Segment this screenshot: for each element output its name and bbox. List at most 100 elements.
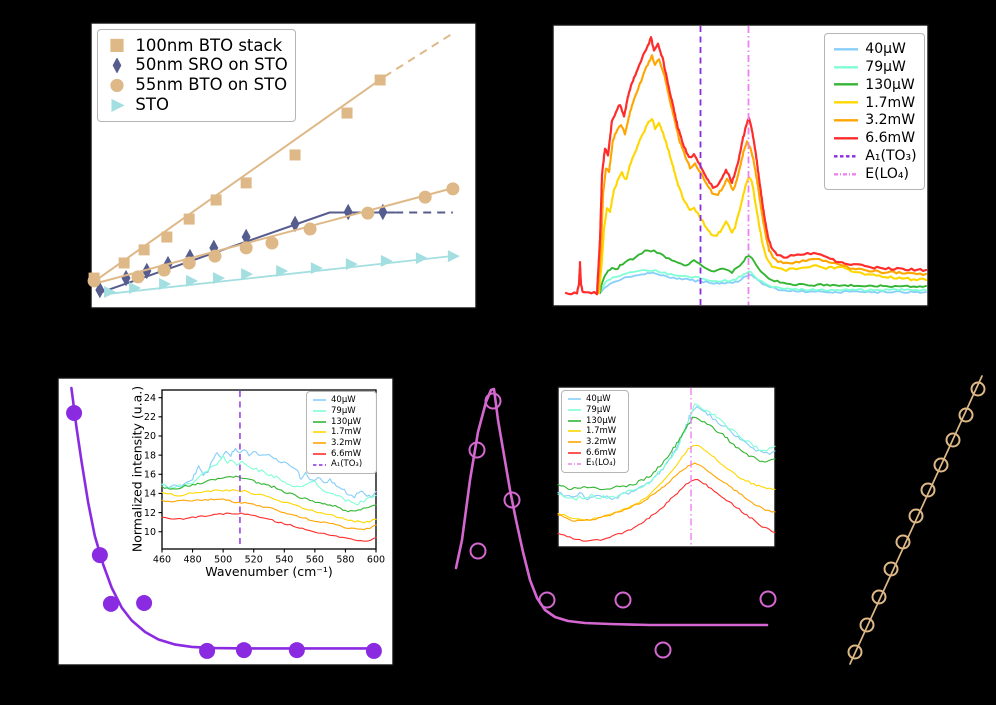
legend-entry: 79µW xyxy=(833,60,916,74)
inset-c-ylabel: Normalized intensity (u.a.) xyxy=(129,385,145,553)
legend-label: E₁(LO₄) xyxy=(586,458,616,469)
series-79-w xyxy=(599,269,927,294)
line-sample-icon xyxy=(313,420,326,423)
legend-entry: 40µW xyxy=(833,42,916,56)
series-sto xyxy=(104,250,460,299)
legend-entry: 3.2mW xyxy=(312,438,371,448)
series-3-2mw xyxy=(557,462,776,522)
series-55nm-bto-on-sto xyxy=(87,182,460,288)
panel-c-inset-axes: 460 480 500 520 540 560 580 600 10 12 14 16 18 20 22 24 xyxy=(144,393,385,566)
legend-entry: 6.6mW xyxy=(567,448,623,458)
legend-label: 79µW xyxy=(331,405,356,416)
legend-entry: 40µW xyxy=(312,395,371,405)
series-79-w xyxy=(161,454,377,506)
line-sample-icon xyxy=(313,463,326,466)
legend-entry: E(LO₄) xyxy=(833,167,916,181)
legend-label: 40µW xyxy=(586,394,611,405)
svg-text:540: 540 xyxy=(275,555,293,566)
series-1-7mw xyxy=(161,489,377,524)
svg-text:24: 24 xyxy=(144,393,156,404)
line-sample-icon xyxy=(568,462,581,465)
series-peak-fit xyxy=(454,387,769,627)
legend-entry: 130µW xyxy=(833,78,916,92)
legend-label: 3.2mW xyxy=(586,436,617,447)
inset-c-xlabel: Wavenumber (cm⁻¹) xyxy=(205,564,333,579)
svg-text:480: 480 xyxy=(184,555,202,566)
legend-label: STO xyxy=(135,94,169,114)
legend-entry: 50nm SRO on STO xyxy=(106,55,288,75)
series-data-points xyxy=(847,381,986,660)
legend-label: 130µW xyxy=(586,415,617,426)
series-6-6mw xyxy=(564,36,928,296)
legend-entry: 3.2mW xyxy=(567,437,623,447)
line-sample-icon xyxy=(568,409,581,411)
line-sample-icon xyxy=(313,399,326,402)
legend-label: A₁(TO₃) xyxy=(331,459,363,470)
legend-c-inset: 40µW 79µW 130µW 1.7mW 3.2mW 6.6mW A₁(TO₃) xyxy=(306,391,377,474)
line-sample-icon xyxy=(834,137,858,140)
legend-label: 3.2mW xyxy=(865,112,916,129)
svg-text:560: 560 xyxy=(306,555,324,566)
series-trend-line xyxy=(849,375,983,665)
series-data-points xyxy=(66,405,382,659)
series-3-2mw xyxy=(596,54,928,295)
svg-text:20: 20 xyxy=(144,431,156,442)
legend-entry: 1.7mW xyxy=(833,96,916,110)
legend-label: 1.7mW xyxy=(331,427,362,438)
series-40-w xyxy=(557,405,776,501)
circle-marker-icon xyxy=(110,78,124,92)
legend-entry: 79µW xyxy=(567,405,623,415)
series-decay-fit xyxy=(70,386,380,650)
line-sample-icon xyxy=(834,65,858,69)
panel-d xyxy=(454,387,777,659)
legend-d-inset: 40µW 79µW 130µW 1.7mW 3.2mW 6.6mW E₁(LO₄) xyxy=(561,390,629,473)
legend-entry: 6.6mW xyxy=(312,449,371,459)
line-sample-icon xyxy=(313,431,326,434)
legend-entry: 100nm BTO stack xyxy=(106,37,287,55)
legend-entry: 79µW xyxy=(312,406,371,416)
series-130-w xyxy=(599,249,927,294)
legend-label: 1.7mW xyxy=(865,94,916,111)
legend-label: 79µW xyxy=(865,58,906,75)
legend-label: 6.6mW xyxy=(865,130,916,147)
line-sample-icon xyxy=(313,453,326,455)
legend-label: 1.7mW xyxy=(586,426,617,437)
line-sample-icon xyxy=(568,441,581,443)
line-sample-icon xyxy=(568,452,581,454)
legend-entry: STO xyxy=(106,94,287,114)
series-130-w xyxy=(557,416,776,491)
legend-b: 40µW 79µW 130µW 1.7mW 3.2mW 6.6mW A₁(TO₃) E(LO₄… xyxy=(824,33,925,190)
svg-text:12: 12 xyxy=(144,508,156,519)
legend-entry: 55nm BTO on STO xyxy=(106,77,287,94)
svg-text:460: 460 xyxy=(153,555,171,566)
legend-label: A₁(TO₃) xyxy=(865,148,917,165)
line-sample-icon xyxy=(834,101,858,104)
series-3-2mw xyxy=(161,498,377,531)
legend-label: 3.2mW xyxy=(331,437,362,448)
legend-entry: 130µW xyxy=(567,416,623,426)
legend-label: E(LO₄) xyxy=(865,166,909,183)
legend-entry: 3.2mW xyxy=(833,113,916,127)
line-sample-icon xyxy=(568,419,581,422)
line-sample-icon xyxy=(834,119,858,122)
legend-a: 100nm BTO stack 50nm SRO on STO 55nm BTO o… xyxy=(97,29,296,122)
legend-label: 55nm BTO on STO xyxy=(135,75,288,95)
series-6-6mw xyxy=(557,478,776,542)
svg-text:500: 500 xyxy=(214,555,232,566)
legend-entry: A₁(TO₃) xyxy=(312,460,371,470)
svg-text:14: 14 xyxy=(144,489,156,500)
series-data-points xyxy=(468,392,777,659)
line-sample-icon xyxy=(313,442,326,444)
legend-entry: 40µW xyxy=(567,394,623,404)
legend-label: 79µW xyxy=(586,404,611,415)
series-1-7mw xyxy=(597,118,928,295)
series-6-6mw xyxy=(161,512,377,542)
legend-label: 50nm SRO on STO xyxy=(135,55,288,75)
legend-entry: 1.7mW xyxy=(567,426,623,436)
svg-text:580: 580 xyxy=(336,555,354,566)
panel-e xyxy=(847,375,986,665)
svg-text:10: 10 xyxy=(144,527,156,538)
legend-label: 40µW xyxy=(865,40,906,57)
svg-text:600: 600 xyxy=(367,555,385,566)
